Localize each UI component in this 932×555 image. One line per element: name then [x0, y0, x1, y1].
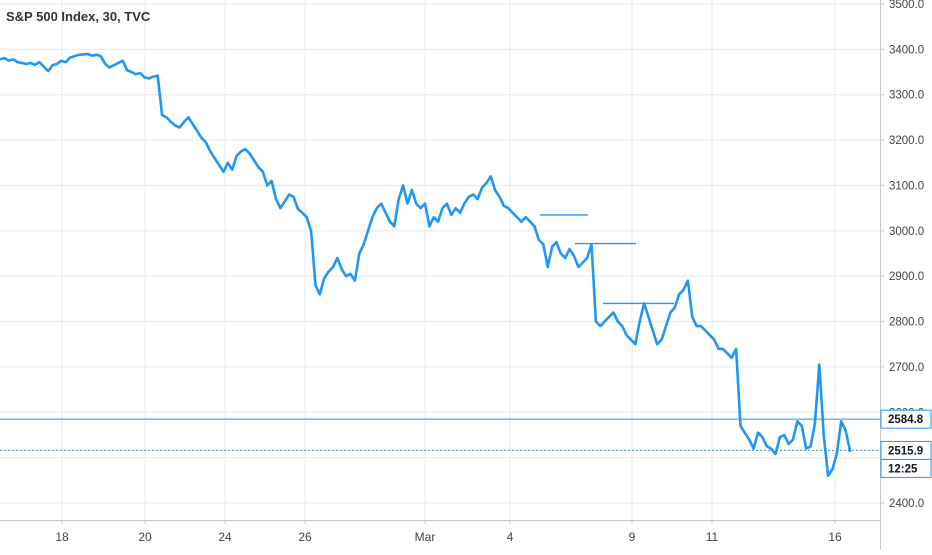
last-price-label: 2515.9	[880, 440, 932, 460]
last-price-label-text: 2515.9	[888, 445, 923, 457]
y-tick-label: 3500.0	[889, 0, 924, 11]
x-tick-label: 9	[629, 530, 636, 544]
x-tick-label: 16	[828, 530, 842, 544]
y-tick-label: 3300.0	[889, 90, 924, 102]
price-line-label-bg	[880, 409, 932, 429]
x-tick-label: 11	[706, 530, 719, 544]
y-tick-label: 2800.0	[889, 317, 924, 329]
y-tick-label: 3200.0	[889, 135, 924, 147]
countdown-label-bg	[880, 458, 932, 478]
line-layer	[0, 52, 852, 478]
y-tick-label: 3400.0	[889, 44, 924, 56]
y-tick-label: 2700.0	[889, 362, 924, 374]
y-tick-label: 3000.0	[889, 226, 924, 238]
y-tick-label: 2400.0	[889, 498, 924, 510]
x-tick-label: 18	[55, 530, 69, 544]
chart-title: S&P 500 Index, 30, TVC	[6, 9, 151, 24]
price-series-line	[0, 52, 852, 478]
x-tick-label: 24	[218, 530, 232, 544]
price-line-label-text: 2584.8	[888, 414, 924, 426]
y-tick-label: 3100.0	[889, 180, 924, 192]
y-tick-label: 2900.0	[889, 271, 924, 283]
x-tick-label: 20	[138, 530, 152, 544]
countdown-label: 12:25	[880, 458, 932, 478]
x-tick-label: Mar	[415, 530, 436, 544]
x-tick-label: 4	[507, 530, 514, 544]
x-tick-label: 26	[298, 530, 312, 544]
price-line-label: 2584.8	[880, 409, 932, 429]
countdown-label-text: 12:25	[888, 463, 918, 475]
grid-layer	[0, 0, 880, 520]
marker-layer	[0, 214, 880, 451]
